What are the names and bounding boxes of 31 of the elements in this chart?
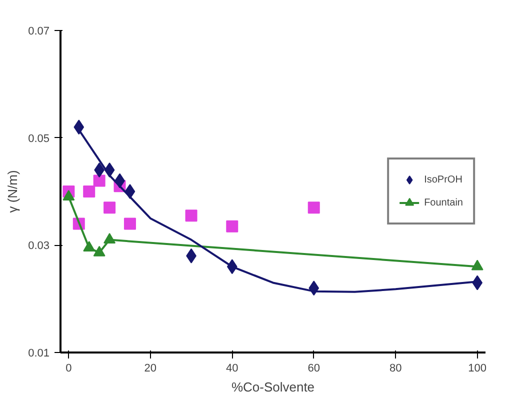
x-tick-label: 100 bbox=[468, 362, 487, 374]
point bbox=[62, 190, 75, 201]
point bbox=[124, 184, 136, 199]
legend-label: IsoPrOH bbox=[424, 174, 462, 185]
point bbox=[104, 232, 116, 244]
point bbox=[185, 210, 198, 222]
y-axis-title: γ (N/m) bbox=[5, 170, 20, 213]
point bbox=[226, 220, 238, 232]
point bbox=[104, 202, 116, 214]
x-tick-label: 80 bbox=[389, 362, 402, 374]
x-tick-label: 0 bbox=[66, 362, 72, 374]
point bbox=[226, 259, 238, 274]
point bbox=[124, 218, 136, 230]
legend-label: Fountain bbox=[424, 197, 463, 208]
point bbox=[93, 246, 106, 256]
y-tick-label: 0.01 bbox=[28, 348, 50, 360]
x-tick-label: 60 bbox=[308, 362, 320, 374]
point bbox=[93, 174, 106, 187]
point bbox=[83, 241, 96, 252]
x-axis-title: %Co-Solvente bbox=[231, 380, 315, 394]
point bbox=[308, 202, 320, 214]
y-tick-label: 0.05 bbox=[28, 132, 50, 145]
point bbox=[471, 260, 484, 270]
x-tick-label: 20 bbox=[144, 362, 157, 374]
y-tick-label: 0.03 bbox=[28, 240, 50, 252]
point bbox=[83, 186, 96, 198]
point bbox=[74, 120, 84, 135]
point bbox=[104, 162, 115, 178]
x-tick-label: 40 bbox=[226, 362, 238, 374]
point bbox=[308, 280, 320, 296]
y-tick-label: 0.07 bbox=[28, 26, 50, 38]
